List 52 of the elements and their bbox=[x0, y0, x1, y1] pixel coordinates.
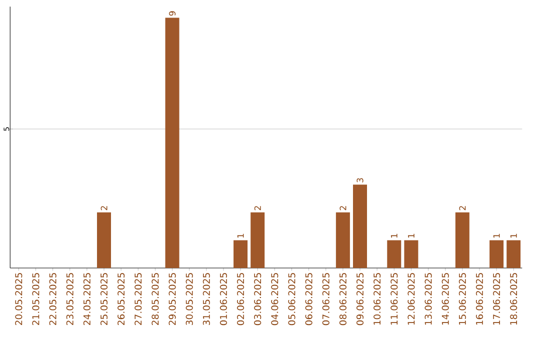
bar bbox=[455, 212, 470, 268]
data-label: 9 bbox=[169, 11, 176, 16]
x-tick-label: 21.05.2025 bbox=[32, 273, 40, 326]
x-tick-label: 06.06.2025 bbox=[305, 273, 312, 326]
data-label: 3 bbox=[356, 178, 364, 182]
data-label: 1 bbox=[510, 234, 517, 238]
x-tick-label: 15.06.2025 bbox=[458, 273, 466, 325]
x-tick-label: 12.06.2025 bbox=[408, 273, 415, 325]
x-tick-label: 13.06.2025 bbox=[424, 273, 432, 325]
bar bbox=[387, 240, 402, 268]
x-tick-label: 26.05.2025 bbox=[118, 273, 125, 326]
bar bbox=[336, 212, 350, 268]
bar bbox=[490, 240, 504, 268]
data-label: 2 bbox=[254, 206, 261, 210]
x-tick-label: 25.05.2025 bbox=[100, 273, 108, 326]
x-tick-label: 24.05.2025 bbox=[83, 273, 90, 326]
x-tick-label: 17.06.2025 bbox=[493, 273, 500, 325]
bar bbox=[165, 18, 180, 268]
x-tick-label: 23.05.2025 bbox=[66, 273, 74, 326]
bar bbox=[404, 240, 418, 268]
data-label: 2 bbox=[100, 206, 108, 210]
x-tick-label: 20.05.2025 bbox=[15, 273, 22, 326]
x-tick-label: 22.05.2025 bbox=[49, 273, 56, 326]
data-label: 2 bbox=[459, 206, 466, 210]
data-label: 1 bbox=[390, 234, 398, 238]
x-tick-label: 31.05.2025 bbox=[202, 273, 210, 325]
x-tick-label: 07.06.2025 bbox=[322, 273, 330, 326]
data-label: 1 bbox=[237, 234, 244, 238]
x-tick-label: 16.06.2025 bbox=[476, 273, 483, 325]
x-tick-label: 08.06.2025 bbox=[339, 273, 346, 326]
bar bbox=[234, 240, 248, 268]
x-tick-label: 05.06.2025 bbox=[288, 273, 296, 326]
data-label: 2 bbox=[340, 206, 346, 210]
x-tick-label: 14.06.2025 bbox=[442, 273, 449, 325]
bar bbox=[353, 184, 367, 268]
bar bbox=[250, 212, 265, 268]
x-tick-label: 02.06.2025 bbox=[237, 273, 244, 326]
x-tick-label: 30.05.2025 bbox=[186, 273, 193, 325]
x-tick-label: 29.05.2025 bbox=[168, 273, 176, 326]
x-tick-label: 11.06.2025 bbox=[390, 273, 398, 325]
x-tick-label: 27.05.2025 bbox=[134, 273, 142, 326]
bar bbox=[506, 240, 521, 268]
bar bbox=[97, 212, 111, 268]
x-tick-label: 09.06.2025 bbox=[356, 273, 364, 326]
x-tick-label: 01.06.2025 bbox=[220, 273, 227, 326]
data-label: 1 bbox=[493, 234, 500, 238]
x-tick-label: 28.05.2025 bbox=[152, 273, 159, 326]
x-tick-label: 18.06.2025 bbox=[510, 273, 518, 325]
data-label: 1 bbox=[408, 234, 414, 238]
x-tick-label: 03.06.2025 bbox=[254, 273, 262, 326]
x-tick-label: 04.06.2025 bbox=[271, 273, 278, 326]
x-tick-label: 10.06.2025 bbox=[374, 273, 381, 325]
